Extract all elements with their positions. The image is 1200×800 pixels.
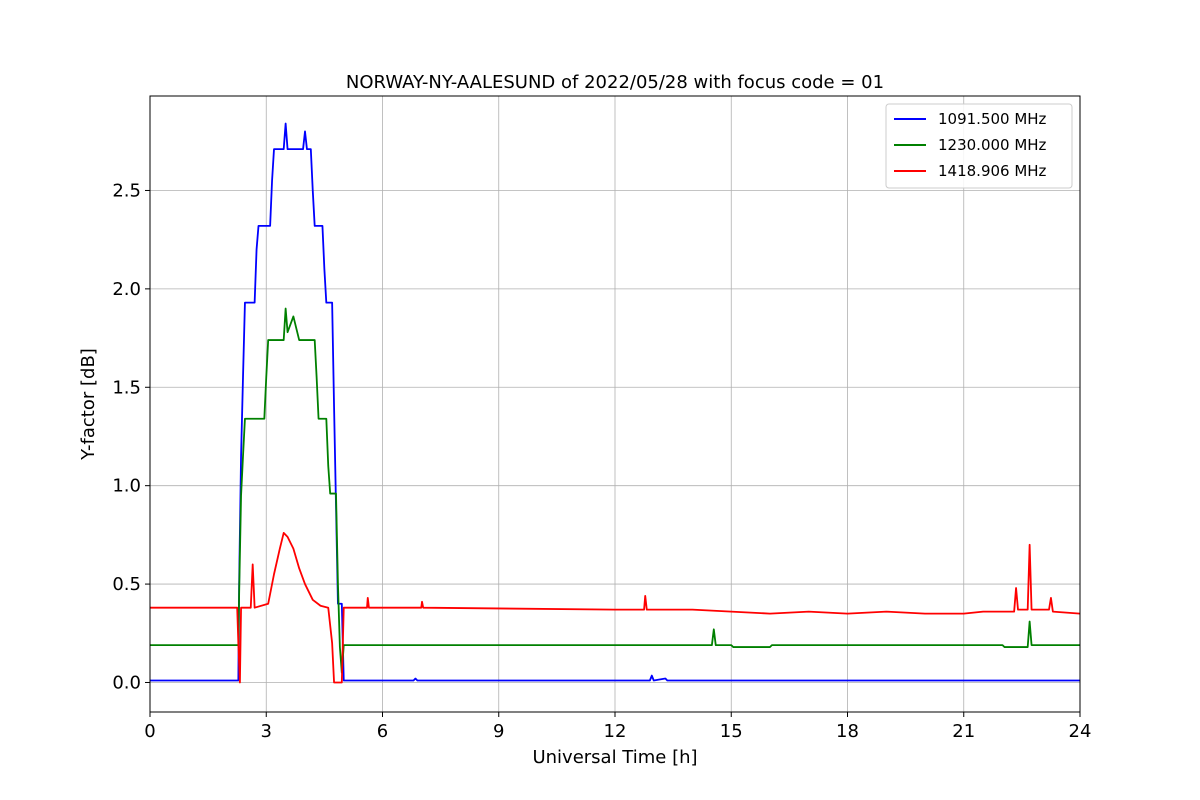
series-line-1: [150, 307, 1080, 674]
series-line-2: [150, 532, 1081, 684]
x-tick-label: 12: [604, 721, 627, 742]
legend-label-0: 1091.500 MHz: [938, 110, 1047, 128]
y-axis-label: Y-factor [dB]: [78, 348, 99, 461]
y-tick-label: 0.5: [112, 574, 141, 595]
x-tick-label: 15: [720, 721, 743, 742]
chart-title: NORWAY-NY-AALESUND of 2022/05/28 with fo…: [346, 72, 884, 93]
series-line-0: [150, 122, 1080, 682]
x-axis-label: Universal Time [h]: [532, 747, 697, 768]
x-tick-label: 21: [952, 721, 975, 742]
ticks: 0 3 6 9 12 15 18 21 24 0.0 0.5 1.0 1.5 2.0 2.5: [112, 180, 1091, 742]
legend-label-2: 1418.906 MHz: [938, 162, 1047, 180]
y-tick-label: 2.5: [112, 180, 141, 201]
series-layer: [150, 122, 1081, 684]
y-tick-label: 1.5: [112, 377, 141, 398]
x-tick-label: 6: [377, 721, 388, 742]
x-tick-label: 9: [493, 721, 504, 742]
x-tick-label: 0: [144, 721, 155, 742]
legend-label-1: 1230.000 MHz: [938, 136, 1047, 154]
x-tick-label: 18: [836, 721, 859, 742]
legend: 1091.500 MHz 1230.000 MHz 1418.906 MHz: [885, 103, 1073, 189]
legend-box: [885, 103, 1073, 189]
y-tick-label: 1.0: [112, 476, 141, 497]
x-tick-label: 24: [1069, 721, 1092, 742]
x-tick-label: 3: [261, 721, 272, 742]
y-tick-label: 0.0: [112, 672, 141, 693]
y-tick-label: 2.0: [112, 279, 141, 300]
